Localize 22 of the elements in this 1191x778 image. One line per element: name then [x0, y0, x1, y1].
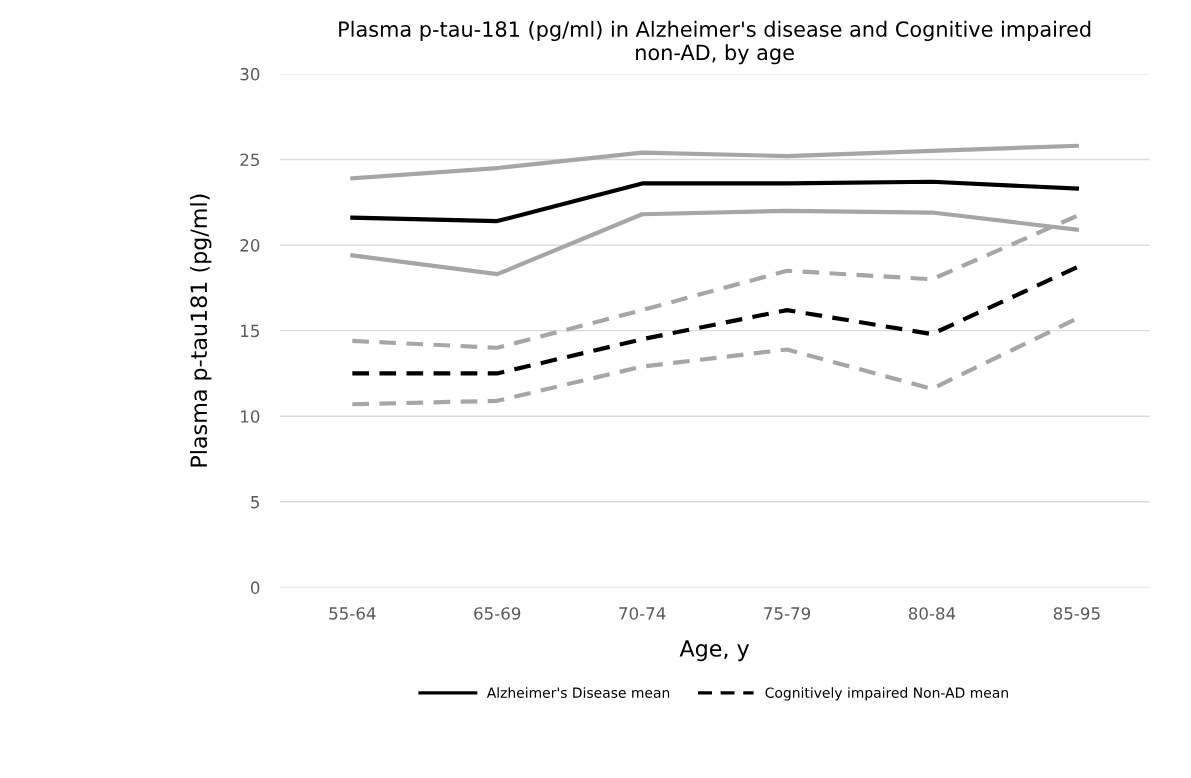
x-tick-label: 80-84 — [908, 607, 956, 620]
chart-title: Plasma p-tau-181 (pg/ml) in Alzheimer's disease and Cognitive impaired non-AD, by age — [339, 20, 1091, 65]
line-series — [350, 265, 1079, 376]
line-series — [350, 143, 1079, 181]
x-tick-label: 65-69 — [474, 607, 521, 620]
y-tick-label: 15 — [241, 324, 259, 338]
legend-label: Alzheimer's Disease mean — [486, 687, 670, 698]
y-axis-title: Plasma p-tau181 (pg/ml) — [189, 194, 212, 467]
y-tick-label: 30 — [240, 67, 260, 81]
line-series — [350, 179, 1079, 224]
legend-label: Cognitively impaired Non-AD mean — [765, 687, 1008, 701]
x-tick-label: 75-79 — [764, 607, 811, 620]
line-series — [350, 213, 1079, 350]
y-tick-label: 0 — [250, 581, 260, 594]
x-tick-label: 85-95 — [1053, 607, 1100, 620]
y-tick-label: 10 — [241, 410, 260, 423]
x-tick-label: 55-64 — [329, 607, 376, 620]
x-tick-label: 70-74 — [619, 607, 666, 620]
y-tick-label: 20 — [240, 239, 260, 252]
y-tick-label: 5 — [251, 495, 259, 509]
y-tick-label: 25 — [240, 153, 259, 167]
x-axis-title: Age, y — [679, 640, 750, 662]
